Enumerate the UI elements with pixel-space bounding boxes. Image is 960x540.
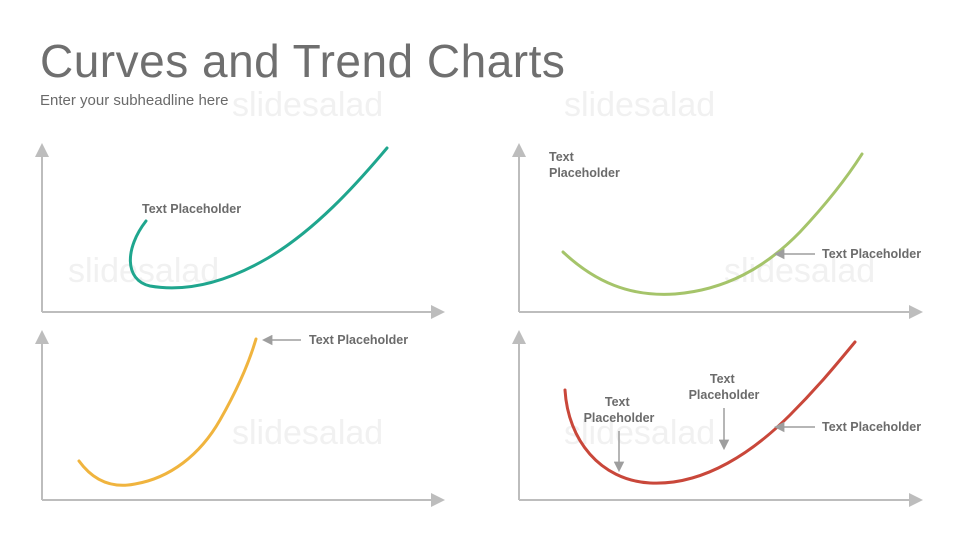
watermark-6: slidesalad [564,414,716,452]
page-subtitle: Enter your subheadline here [40,92,229,109]
corner-label: Text Placeholder [549,150,620,180]
chart-bottom-right: Text Placeholder Text Placeholder Text P… [512,330,923,507]
pointer-label: Text Placeholder [822,420,921,434]
curve-label: Text Placeholder [142,202,241,216]
minimum-label: Text Placeholder [584,395,655,425]
corner-label-line-2: Placeholder [549,166,620,180]
page-title: Curves and Trend Charts [40,35,566,87]
trend-curve [128,146,389,290]
minimum-label-line-1: Text [605,395,631,409]
pointer-label: Text Placeholder [309,333,408,347]
trend-curve [561,152,864,296]
trend-curve [77,337,258,487]
watermark-2: slidesalad [564,86,716,124]
chart-top-left: Text Placeholder [35,143,445,319]
watermark-1: slidesalad [232,86,384,124]
minimum-label-line-2: Placeholder [584,411,655,425]
chart-top-right: Text Placeholder Text Placeholder [512,143,923,319]
corner-label-line-1: Text [549,150,575,164]
pointer-label: Text Placeholder [822,247,921,261]
rising-label-line-2: Placeholder [689,388,760,402]
watermark-5: slidesalad [232,414,384,452]
chart-bottom-left: Text Placeholder [35,330,445,507]
trend-curve [563,340,857,485]
rising-label: Text Placeholder [689,372,760,402]
rising-label-line-1: Text [710,372,736,386]
